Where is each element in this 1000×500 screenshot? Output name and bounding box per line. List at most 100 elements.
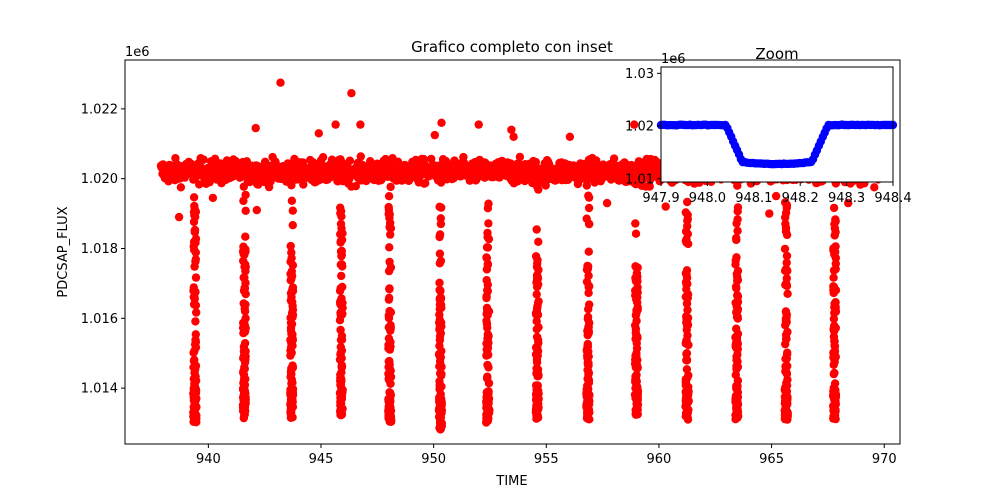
main-y-tick-label: 1.014 <box>81 382 118 397</box>
main-data-point <box>483 204 493 213</box>
main-data-point <box>436 214 445 223</box>
main-x-axis-label: TIME <box>495 474 527 489</box>
main-y-tick-label: 1.018 <box>81 242 118 257</box>
main-data-point <box>288 378 297 387</box>
main-data-point <box>484 338 493 347</box>
main-data-point <box>337 271 346 281</box>
main-data-point <box>482 253 491 263</box>
main-outlier-point <box>661 202 670 211</box>
main-data-point <box>783 375 792 384</box>
main-data-point <box>584 405 594 414</box>
main-data-point <box>482 293 491 303</box>
main-outlier-point <box>507 125 516 134</box>
main-data-point <box>631 384 640 393</box>
main-data-point <box>582 277 592 286</box>
main-data-point <box>609 154 619 163</box>
main-data-point <box>532 358 542 367</box>
main-data-point <box>830 231 839 240</box>
main-data-point <box>731 333 740 342</box>
main-y-ticks: 1.014 1.016 1.018 1.020 1.022 <box>81 102 125 397</box>
main-y-offset-label: 1e6 <box>125 45 150 60</box>
main-data-point <box>345 156 355 165</box>
main-data-point <box>435 295 444 305</box>
main-data-point <box>484 234 494 244</box>
main-data-point <box>336 230 345 239</box>
main-data-point <box>239 299 248 308</box>
main-data-point <box>239 368 248 377</box>
main-data-point <box>829 273 838 282</box>
main-data-point <box>336 402 346 412</box>
main-x-tick-label: 960 <box>647 452 672 467</box>
inset-y-offset-label: 1e6 <box>661 52 686 67</box>
main-data-point <box>385 243 394 252</box>
main-data-point <box>531 309 541 318</box>
main-data-point <box>336 342 345 352</box>
main-data-point <box>681 208 690 217</box>
main-data-point <box>482 303 492 313</box>
main-data-point <box>288 390 297 399</box>
main-data-point <box>435 335 445 345</box>
main-data-point <box>681 402 690 411</box>
inset-x-tick-label: 948.0 <box>689 191 726 206</box>
main-data-point <box>190 262 199 271</box>
main-outlier-point <box>251 123 260 133</box>
main-data-point <box>780 386 790 395</box>
main-data-point <box>436 424 445 433</box>
main-x-tick-label: 965 <box>759 452 784 467</box>
main-data-point <box>732 352 741 361</box>
main-data-point <box>532 290 541 299</box>
main-data-point <box>682 235 691 244</box>
main-data-point <box>783 327 792 337</box>
main-data-point <box>541 181 550 190</box>
main-data-point <box>288 286 298 296</box>
main-outlier-point <box>771 191 781 201</box>
inset-x-ticks: 947.9 948.0 948.1 948.2 948.3 948.4 <box>642 182 912 206</box>
main-data-point <box>483 310 492 320</box>
main-data-point <box>240 339 250 348</box>
main-data-point <box>783 289 792 298</box>
main-x-ticks: 940 945 950 955 960 965 970 <box>196 444 897 467</box>
main-data-point <box>733 314 742 323</box>
main-data-point <box>191 376 201 385</box>
main-data-point <box>582 265 592 274</box>
main-data-point <box>533 387 542 396</box>
main-data-point <box>584 193 594 202</box>
main-data-point <box>356 152 365 161</box>
main-data-point <box>393 157 403 166</box>
main-data-point <box>435 383 445 392</box>
main-y-tick-label: 1.022 <box>81 102 118 117</box>
main-data-point <box>240 307 250 316</box>
main-data-point <box>336 247 346 256</box>
main-data-point <box>386 342 395 351</box>
main-data-point <box>531 157 540 167</box>
main-data-point <box>829 369 838 379</box>
main-data-point <box>584 361 593 370</box>
main-data-point <box>386 230 395 239</box>
main-axes-frame <box>124 59 901 445</box>
main-data-point <box>421 179 430 188</box>
main-data-point <box>336 311 345 320</box>
main-data-point <box>582 181 591 190</box>
main-data-point <box>286 241 295 251</box>
inset-y-tick-label: 1.01 <box>625 172 654 187</box>
main-outlier-point <box>602 198 612 208</box>
main-data-point <box>870 183 879 192</box>
main-data-point <box>436 329 445 338</box>
main-data-point <box>385 210 394 219</box>
main-data-point <box>287 319 297 329</box>
main-data-point <box>532 369 542 378</box>
main-data-point <box>483 260 493 269</box>
main-data-point <box>731 282 741 291</box>
main-data-point <box>338 298 347 308</box>
main-data-point <box>829 266 839 275</box>
main-data-point <box>191 273 201 282</box>
main-data-point <box>584 288 593 298</box>
main-data-point <box>385 360 394 369</box>
main-data-point <box>781 198 790 207</box>
main-data-point <box>584 219 594 228</box>
main-outlier-point <box>208 193 218 203</box>
main-data-point <box>683 214 692 224</box>
main-data-point <box>239 384 248 393</box>
main-data-point <box>584 203 594 213</box>
main-data-point <box>732 235 741 245</box>
